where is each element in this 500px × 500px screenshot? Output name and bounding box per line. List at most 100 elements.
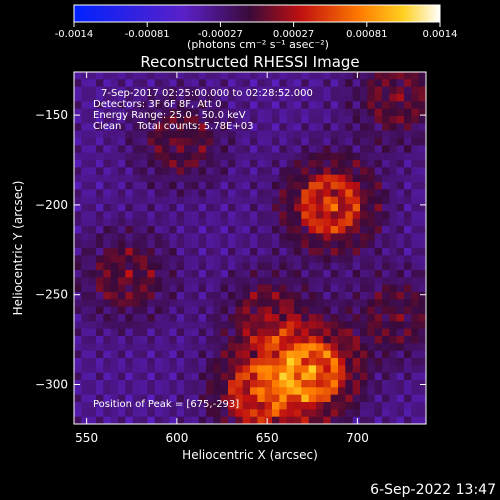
- heatmap-cell: [360, 270, 368, 278]
- heatmap-cell: [125, 108, 134, 117]
- heatmap-cell: [118, 248, 126, 256]
- heatmap-cell: [213, 108, 222, 117]
- heatmap-cell: [352, 343, 361, 352]
- heatmap-cell: [367, 138, 376, 146]
- heatmap-cell: [191, 174, 200, 183]
- heatmap-cell: [316, 152, 324, 161]
- heatmap-cell: [360, 380, 368, 388]
- heatmap-cell: [103, 72, 112, 80]
- colorbar-tick-label: -0.00027: [198, 29, 243, 40]
- heatmap-cell: [184, 145, 192, 154]
- heatmap-cell: [147, 314, 156, 322]
- heatmap-cell: [411, 380, 420, 388]
- heatmap-cell: [404, 189, 412, 198]
- heatmap-cell: [389, 314, 398, 322]
- heatmap-cell: [389, 94, 398, 102]
- heatmap-cell: [103, 306, 112, 315]
- heatmap-cell: [96, 350, 104, 359]
- heatmap-cell: [206, 321, 214, 330]
- heatmap-cell: [360, 94, 368, 102]
- heatmap-cell: [169, 409, 178, 418]
- heatmap-cell: [162, 211, 170, 220]
- heatmap-cell: [411, 218, 420, 227]
- heatmap-cell: [220, 233, 229, 242]
- heatmap-cell: [154, 343, 163, 352]
- heatmap-cell: [316, 174, 324, 183]
- heatmap-cell: [81, 387, 90, 396]
- heatmap-cell: [411, 160, 420, 168]
- heatmap-cell: [360, 130, 368, 139]
- heatmap-cell: [294, 416, 302, 424]
- heatmap-cell: [88, 306, 97, 315]
- heatmap-cell: [118, 72, 126, 80]
- heatmap-cell: [389, 130, 398, 139]
- heatmap-cell: [213, 270, 222, 278]
- heatmap-cell: [206, 380, 214, 388]
- heatmap-cell: [345, 270, 354, 278]
- heatmap-cell: [191, 255, 200, 264]
- heatmap-cell: [96, 182, 104, 190]
- heatmap-cell: [308, 394, 317, 403]
- heatmap-cell: [272, 160, 280, 168]
- heatmap-cell: [103, 299, 112, 308]
- heatmap-cell: [162, 321, 170, 330]
- heatmap-cell: [352, 218, 361, 227]
- heatmap-cell: [220, 314, 229, 322]
- heatmap-cell: [396, 306, 405, 315]
- heatmap-cell: [257, 130, 266, 139]
- heatmap-cell: [118, 226, 126, 234]
- heatmap-cell: [110, 270, 119, 278]
- heatmap-cell: [389, 167, 398, 176]
- heatmap-cell: [338, 387, 346, 396]
- heatmap-cell: [389, 270, 398, 278]
- heatmap-cell: [374, 270, 383, 278]
- heatmap-cell: [242, 160, 251, 168]
- heatmap-cell: [169, 248, 178, 256]
- heatmap-cell: [279, 314, 288, 322]
- heatmap-cell: [352, 350, 361, 359]
- heatmap-cell: [316, 167, 324, 176]
- heatmap-cell: [206, 270, 214, 278]
- heatmap-cell: [213, 350, 222, 359]
- heatmap-cell: [418, 314, 426, 322]
- heatmap-cell: [360, 248, 368, 256]
- heatmap-cell: [294, 211, 302, 220]
- heatmap-cell: [286, 416, 295, 424]
- y-axis-label: Heliocentric Y (arcsec): [11, 181, 25, 316]
- heatmap-cell: [81, 240, 90, 249]
- heatmap-cell: [191, 380, 200, 388]
- heatmap-cell: [323, 182, 332, 190]
- heatmap-cell: [228, 394, 236, 403]
- heatmap-cell: [411, 189, 420, 198]
- heatmap-cell: [418, 292, 426, 300]
- heatmap-cell: [242, 145, 251, 154]
- heatmap-cell: [198, 211, 207, 220]
- heatmap-cell: [404, 255, 412, 264]
- heatmap-cell: [367, 248, 376, 256]
- heatmap-cell: [374, 86, 383, 95]
- heatmap-cell: [411, 204, 420, 212]
- heatmap-cell: [301, 314, 310, 322]
- heatmap-cell: [132, 387, 141, 396]
- heatmap-cell: [330, 204, 339, 212]
- heatmap-cell: [81, 284, 90, 293]
- heatmap-cell: [184, 409, 192, 418]
- heatmap-cell: [286, 270, 295, 278]
- heatmap-cell: [396, 416, 405, 424]
- heatmap-cell: [242, 328, 251, 337]
- heatmap-cell: [308, 116, 317, 124]
- heatmap-cell: [125, 343, 134, 352]
- heatmap-cell: [242, 182, 251, 190]
- heatmap-cell: [162, 365, 170, 374]
- heatmap-cell: [404, 299, 412, 308]
- heatmap-cell: [323, 226, 332, 234]
- heatmap-cell: [140, 86, 148, 95]
- heatmap-cell: [176, 387, 185, 396]
- heatmap-cell: [125, 306, 134, 315]
- heatmap-cell: [191, 387, 200, 396]
- heatmap-cell: [250, 409, 258, 418]
- heatmap-cell: [367, 343, 376, 352]
- heatmap-cell: [140, 402, 148, 410]
- heatmap-cell: [279, 380, 288, 388]
- heatmap-cell: [264, 152, 273, 161]
